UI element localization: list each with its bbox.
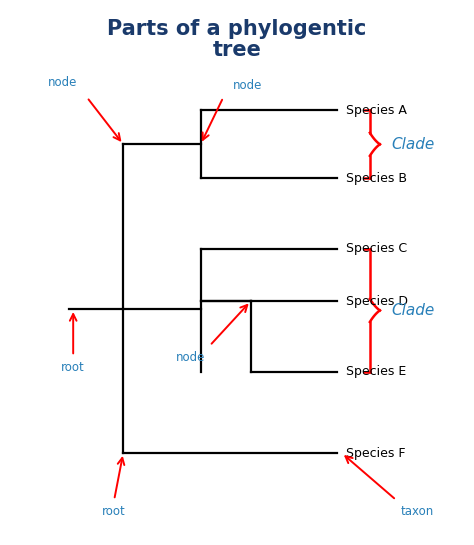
Text: node: node: [176, 351, 205, 364]
Text: Parts of a phylogentic: Parts of a phylogentic: [107, 19, 367, 39]
Text: Species C: Species C: [346, 243, 407, 256]
Text: node: node: [232, 79, 262, 92]
Text: Species E: Species E: [346, 365, 407, 378]
Text: taxon: taxon: [401, 505, 434, 518]
Text: tree: tree: [212, 40, 262, 59]
Text: Species F: Species F: [346, 446, 406, 459]
Text: Species B: Species B: [346, 172, 407, 185]
Text: node: node: [48, 76, 78, 89]
Text: Species D: Species D: [346, 295, 408, 308]
Text: Species A: Species A: [346, 104, 407, 117]
Text: Clade: Clade: [392, 137, 435, 152]
Text: root: root: [102, 505, 126, 518]
Text: root: root: [61, 361, 85, 374]
Text: Clade: Clade: [392, 302, 435, 318]
